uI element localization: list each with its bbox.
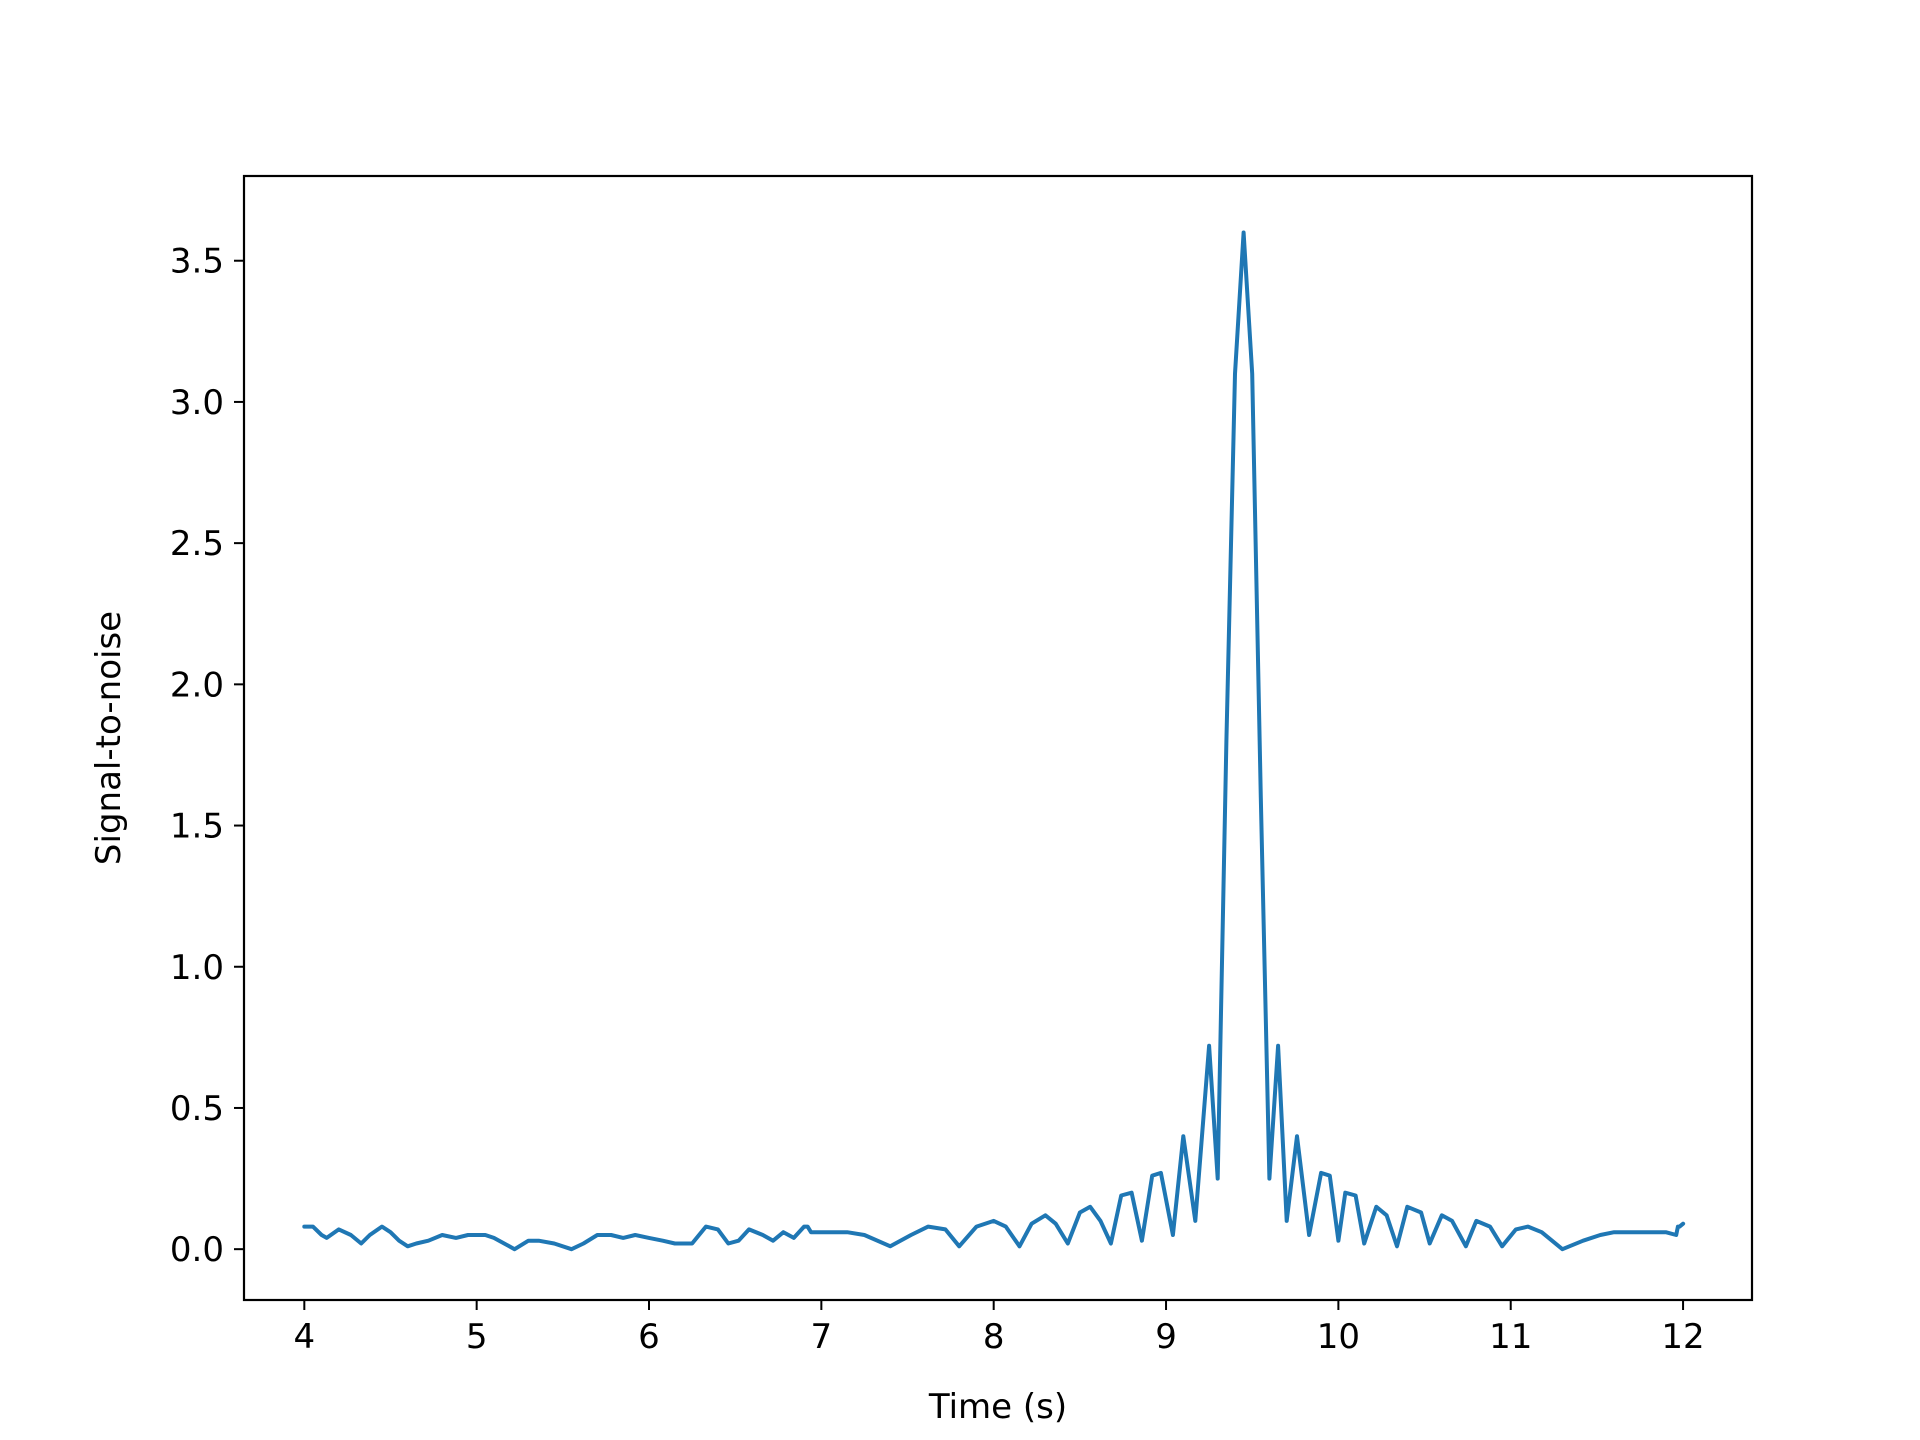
x-tick-label: 5 [466,1317,488,1357]
plot-area [302,230,1686,1252]
x-tick-label: 8 [983,1317,1005,1357]
y-tick-label: 1.0 [170,948,224,988]
x-tick-label: 12 [1661,1317,1704,1357]
y-tick-label: 3.5 [170,242,224,282]
axes-frame [242,174,1754,1302]
x-tick-label: 11 [1489,1317,1532,1357]
series-line [302,230,1686,1252]
x-tick-label: 4 [293,1317,315,1357]
y-tick-label: 0.0 [170,1230,224,1270]
x-axis-label: Time (s) [928,1387,1067,1427]
y-axis-label: Signal-to-noise [89,611,129,865]
x-tick-label: 9 [1155,1317,1177,1357]
y-tick-label: 1.5 [170,807,224,847]
x-tick-label: 10 [1317,1317,1360,1357]
x-tick-label: 7 [811,1317,833,1357]
y-tick-label: 3.0 [170,383,224,423]
axis-ticks: 4 5 6 7 8 9 10 11 12 0.0 0.5 1.0 1.5 2.0 2.5 3.0 3.5 [170,242,1705,1357]
y-tick-label: 2.0 [170,665,224,705]
y-tick-label: 2.5 [170,524,224,564]
x-tick-label: 6 [638,1317,660,1357]
y-tick-label: 0.5 [170,1089,224,1129]
